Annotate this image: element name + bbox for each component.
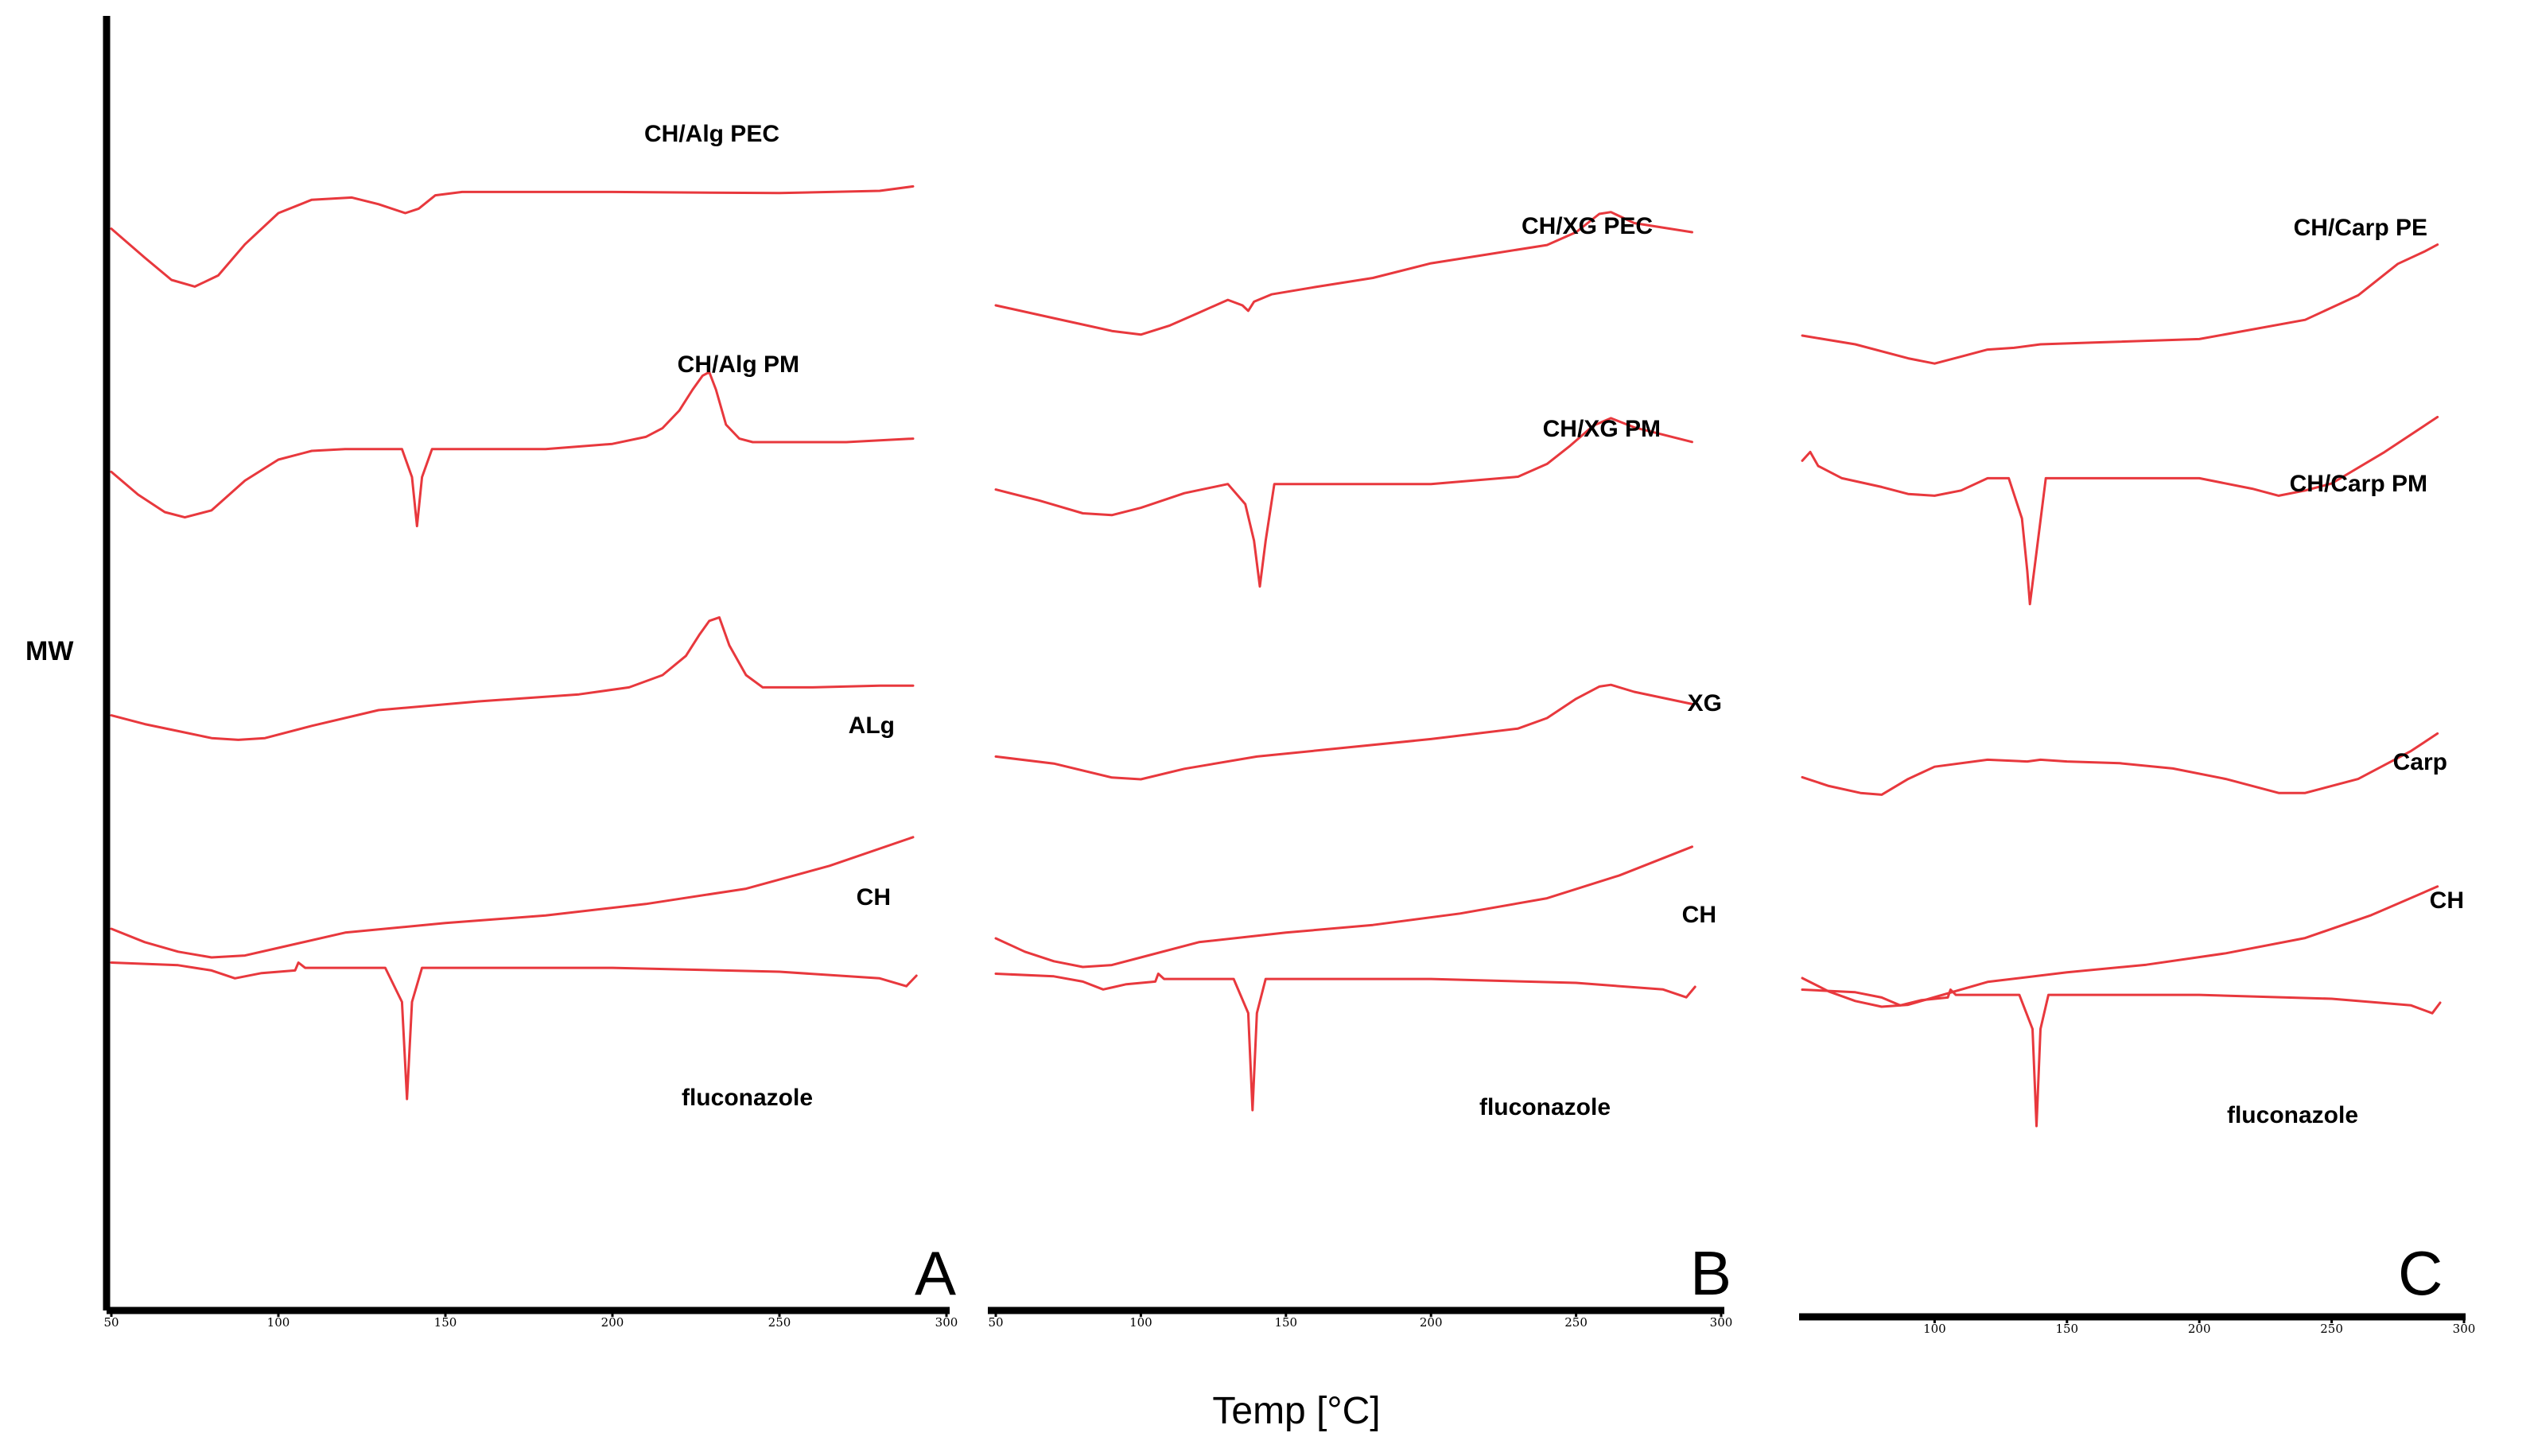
panel-c-series-label: fluconazole xyxy=(2227,1102,2358,1128)
panel-c-series-label: CH/Carp PE xyxy=(2294,215,2427,241)
panel-a-curve-fluconazole xyxy=(110,961,918,1101)
panel-a-tick-label: 100 xyxy=(267,1315,290,1330)
panel-c-curve-fluconazole xyxy=(1801,988,2442,1128)
panel-b-tick-label: 250 xyxy=(1564,1315,1588,1330)
panel-c-curve-ch xyxy=(1801,885,2439,1008)
panel-a-tick-label: 50 xyxy=(103,1315,119,1330)
y-axis-label: MW xyxy=(25,636,74,666)
panel-b-series-label: CH/XG PEC xyxy=(1522,213,1653,239)
panel-b-curve-xg xyxy=(994,683,1693,781)
panel-a-series-label: fluconazole xyxy=(682,1085,813,1111)
panel-c-tick-label: 250 xyxy=(2320,1322,2343,1336)
panel-c-tick-label: 300 xyxy=(2453,1322,2476,1336)
panel-c-series-label: Carp xyxy=(2393,749,2447,775)
panel-a-letter: A xyxy=(915,1238,956,1308)
panel-b-tick-label: 200 xyxy=(1420,1315,1443,1330)
panel-a-series-label: CH xyxy=(857,884,891,910)
panel-c-letter: C xyxy=(2398,1238,2443,1308)
panel-a-series-label: ALg xyxy=(849,712,895,739)
panel-c-series-label: CH xyxy=(2430,887,2464,914)
panel-a-curve-alg xyxy=(110,615,915,741)
panel-b-letter: B xyxy=(1690,1238,1731,1308)
panel-b-series-label: fluconazole xyxy=(1479,1094,1611,1120)
x-axis-label: Temp [°C] xyxy=(1212,1390,1380,1432)
panel-a-series-label: CH/Alg PEC xyxy=(644,121,779,147)
panel-b-curve-fluconazole xyxy=(994,973,1696,1112)
panel-c-tick-label: 100 xyxy=(1923,1322,1946,1336)
panel-b-curve-ch xyxy=(994,845,1693,969)
panel-a-curve-ch-alg-pec xyxy=(110,184,915,288)
panel-b-tick-label: 150 xyxy=(1274,1315,1297,1330)
panel-a-curve-ch-alg-pm xyxy=(110,371,915,528)
panel-a-series-label: CH/Alg PM xyxy=(678,351,799,378)
plots-layer: CH/Alg PEC CH/Alg PM ALg CH fluconazole 50 100… xyxy=(103,121,2475,1336)
panel-c-curve-ch-carp-pm xyxy=(1801,415,2439,606)
panel-c-curve-ch-carp-pe xyxy=(1801,243,2439,365)
panel-b-tick-label: 100 xyxy=(1129,1315,1152,1330)
panel-a-tick-label: 150 xyxy=(434,1315,457,1330)
panel-c-tick-label: 200 xyxy=(2188,1322,2211,1336)
panel-c-series-label: CH/Carp PM xyxy=(2290,471,2427,497)
panel-b-series-label: XG xyxy=(1688,690,1722,716)
panel-b-curve-ch-xg-pec xyxy=(994,211,1693,336)
panel-b-tick-label: 300 xyxy=(1710,1315,1733,1330)
panel-b-curve-ch-xg-pm xyxy=(994,417,1693,588)
panel-a-tick-label: 300 xyxy=(935,1315,958,1330)
panel-c-tick-label: 150 xyxy=(2055,1322,2078,1336)
panel-a-curve-ch xyxy=(110,836,915,959)
panel-b-series-label: CH/XG PM xyxy=(1543,416,1661,442)
panel-c-curve-carp xyxy=(1801,732,2439,796)
panel-b-tick-label: 50 xyxy=(988,1315,1003,1330)
panel-b-series-label: CH xyxy=(1682,902,1716,928)
panel-a-tick-label: 200 xyxy=(601,1315,624,1330)
panel-a-tick-label: 250 xyxy=(768,1315,791,1330)
